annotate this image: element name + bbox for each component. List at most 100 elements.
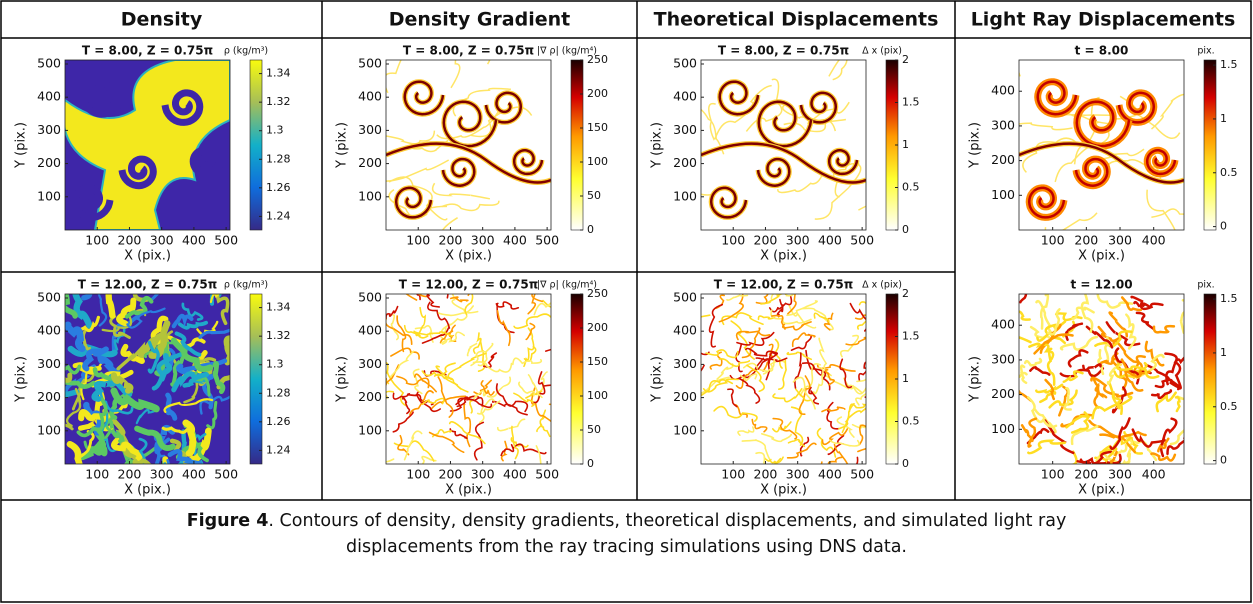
filament <box>813 312 830 323</box>
filament <box>1027 396 1058 429</box>
filament <box>1080 294 1094 333</box>
panel-title: t = 12.00 <box>1070 278 1132 292</box>
faint-filament <box>386 159 450 182</box>
filament <box>1020 424 1034 443</box>
filament <box>778 358 787 390</box>
x-tick-label: 300 <box>786 467 810 482</box>
filament <box>737 426 755 436</box>
density-filament <box>199 395 230 415</box>
density-filament <box>209 294 220 304</box>
image-background <box>1019 294 1184 464</box>
filament <box>786 351 813 361</box>
faint-filament <box>1119 95 1181 139</box>
filament <box>527 374 543 399</box>
filament <box>790 333 812 351</box>
caption-text: . Contours of density, density gradients… <box>268 511 1067 557</box>
filament <box>741 439 772 461</box>
y-axis-label: Y (pix.) <box>335 356 350 403</box>
filament <box>771 314 786 330</box>
colorbar-tick-label: 1.5 <box>1220 58 1238 71</box>
x-tick-label: 400 <box>182 233 206 248</box>
density-filament <box>223 335 230 366</box>
swirl <box>403 80 445 116</box>
y-tick-label: 100 <box>358 188 382 203</box>
filament <box>463 403 472 448</box>
colorbar-tick-label: 1.26 <box>266 415 291 428</box>
filament <box>1165 356 1184 386</box>
filament <box>449 395 480 412</box>
y-tick-label: 100 <box>991 421 1015 436</box>
filament <box>838 402 855 430</box>
filament <box>1059 335 1099 351</box>
filament <box>1166 437 1184 455</box>
plot-frame <box>64 59 231 231</box>
colorbar-tick-label: 1.5 <box>902 96 920 109</box>
filament <box>448 421 486 445</box>
filament <box>390 347 420 360</box>
filament <box>531 294 543 303</box>
y-tick-label: 500 <box>37 55 61 70</box>
colorbar-tick-label: 1.5 <box>1220 292 1238 305</box>
y-tick-label: 500 <box>673 55 697 70</box>
colorbar-tick-label: 0 <box>587 223 594 236</box>
column-header: Density <box>121 9 203 31</box>
filament <box>1122 445 1133 464</box>
contour-image <box>701 294 866 464</box>
filament <box>821 428 849 446</box>
filament <box>402 396 411 415</box>
filament <box>421 327 450 344</box>
filament <box>761 433 792 443</box>
filament <box>1135 311 1155 331</box>
swirl <box>1074 157 1109 187</box>
x-tick-label: 500 <box>535 233 559 248</box>
faint-filament <box>814 163 862 220</box>
x-tick-label: 300 <box>150 467 174 482</box>
y-tick-label: 300 <box>673 356 697 371</box>
filament <box>403 324 429 339</box>
filament <box>397 434 410 456</box>
filament <box>470 342 494 367</box>
filament <box>760 294 787 305</box>
filament <box>1019 364 1028 385</box>
filament <box>1039 323 1062 354</box>
filament <box>790 406 804 446</box>
y-axis-label: Y (pix.) <box>14 122 29 169</box>
filament <box>533 302 551 316</box>
filament <box>536 409 547 433</box>
filament <box>496 310 511 347</box>
density-filament <box>215 294 230 326</box>
plot-frame <box>1018 59 1185 231</box>
density-filament <box>126 307 166 329</box>
filament <box>1099 357 1120 365</box>
filament <box>816 427 837 458</box>
x-tick-label: 500 <box>214 467 238 482</box>
filament <box>439 330 454 344</box>
filament <box>472 389 489 401</box>
filament <box>787 438 806 448</box>
density-filament <box>150 315 169 357</box>
filament <box>808 386 820 405</box>
filament <box>396 375 430 389</box>
density-filament <box>65 387 82 427</box>
filament <box>497 418 526 432</box>
filament <box>718 358 751 368</box>
y-axis-label: Y (pix.) <box>650 356 665 403</box>
x-tick-label: 500 <box>214 233 238 248</box>
filament <box>849 302 866 332</box>
filament <box>1131 428 1166 448</box>
filament <box>765 351 775 381</box>
filament <box>495 383 529 413</box>
colorbar-tick-label: 1 <box>902 138 909 151</box>
filament <box>736 331 775 347</box>
swirl <box>1117 91 1156 124</box>
y-tick-label: 300 <box>673 122 697 137</box>
caption-label: Figure 4 <box>186 511 269 531</box>
filament <box>513 313 551 329</box>
filament <box>1044 378 1056 401</box>
colorbar-tick-label: 0 <box>1220 220 1227 233</box>
colorbar-label: ρ (kg/m³) <box>224 280 268 291</box>
filament <box>858 424 866 446</box>
faint-filament <box>832 60 848 81</box>
